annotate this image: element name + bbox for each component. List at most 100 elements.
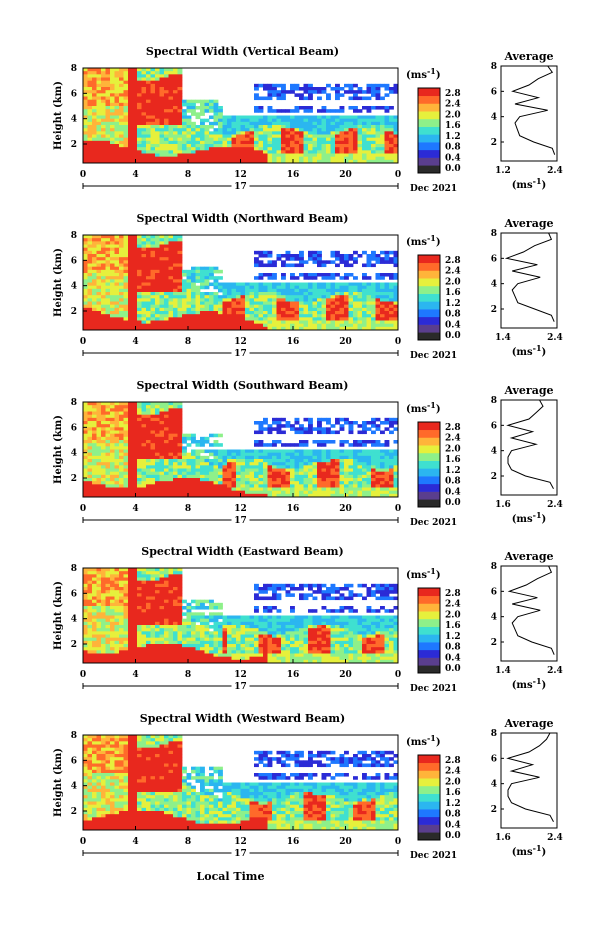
heatmap-cell	[110, 320, 115, 325]
heatmap-cell	[105, 279, 111, 283]
heatmap-cell	[393, 474, 399, 479]
heatmap-cell	[263, 490, 268, 495]
heatmap-cell	[128, 90, 133, 94]
heatmap-cell	[87, 443, 93, 447]
heatmap-cell	[335, 493, 340, 498]
heatmap-cell	[150, 74, 156, 78]
heatmap-cell	[357, 159, 363, 164]
heatmap-cell	[209, 443, 214, 447]
month-label: Dec 2021	[410, 518, 457, 528]
heatmap-cell	[83, 621, 88, 626]
heatmap-cell	[96, 263, 102, 268]
heatmap-cell	[191, 459, 196, 463]
heatmap-cell	[348, 424, 354, 428]
heatmap-cell	[357, 459, 363, 463]
heatmap-cell	[101, 279, 106, 283]
heatmap-cell	[276, 153, 282, 158]
heatmap-cell	[87, 440, 93, 444]
heatmap-cell	[186, 125, 192, 129]
heatmap-cell	[366, 153, 372, 158]
heatmap-cell	[191, 326, 196, 331]
heatmap-cell	[155, 106, 160, 110]
heatmap-cell	[186, 269, 192, 274]
heatmap-cell	[137, 71, 142, 75]
heatmap-cell	[195, 125, 201, 129]
heatmap-cell	[114, 478, 120, 482]
heatmap-cell	[218, 468, 223, 473]
heatmap-cell	[164, 68, 169, 72]
heatmap-cell	[92, 241, 97, 245]
heatmap-cell	[339, 156, 345, 161]
heatmap-cell	[110, 257, 115, 261]
heatmap-cell	[96, 659, 102, 664]
heatmap-cell	[141, 433, 147, 438]
heatmap-cell	[87, 424, 93, 428]
heatmap-cell	[348, 487, 354, 492]
heatmap-cell	[344, 417, 349, 422]
average-y-tick-label: 2	[491, 305, 497, 315]
heatmap-cell	[294, 449, 300, 454]
heatmap-cell	[384, 317, 390, 321]
heatmap-cell	[294, 430, 300, 435]
heatmap-cell	[294, 462, 300, 466]
heatmap-cell	[371, 147, 376, 151]
heatmap-cell	[92, 128, 97, 132]
heatmap-cell	[146, 112, 151, 116]
heatmap-cell	[119, 266, 124, 271]
heatmap-cell	[105, 83, 111, 88]
heatmap-cell	[114, 235, 120, 239]
heatmap-cell	[380, 131, 385, 135]
heatmap-cell	[146, 254, 151, 258]
heatmap-cell	[150, 317, 156, 321]
heatmap-cell	[344, 263, 349, 268]
heatmap-cell	[146, 436, 151, 441]
heatmap-cell	[123, 137, 129, 142]
heatmap-cell	[182, 285, 187, 290]
heatmap-cell	[236, 471, 241, 476]
heatmap-cell	[128, 402, 133, 406]
heatmap-cell	[344, 134, 349, 139]
heatmap-cell	[222, 153, 228, 158]
heatmap-cell	[83, 606, 88, 610]
heatmap-cell	[227, 314, 232, 318]
heatmap-cell	[168, 131, 174, 135]
heatmap-cell	[371, 430, 376, 435]
heatmap-cell	[200, 150, 205, 154]
heatmap-cell	[83, 599, 88, 604]
heatmap-cell	[371, 493, 376, 498]
heatmap-cell	[267, 118, 273, 123]
heatmap-cell	[263, 468, 268, 473]
heatmap-cell	[92, 640, 97, 645]
heatmap-cell	[114, 140, 120, 145]
heatmap-cell	[258, 449, 264, 454]
heatmap-cell	[159, 484, 165, 488]
heatmap-cell	[209, 311, 214, 315]
heatmap-cell	[150, 298, 156, 302]
heatmap-cell	[164, 269, 169, 274]
heatmap-cell	[177, 80, 183, 85]
heatmap-cell	[177, 131, 183, 135]
heatmap-cell	[326, 490, 331, 495]
heatmap-cell	[281, 254, 286, 258]
heatmap-cell	[222, 159, 228, 164]
heatmap-cell	[366, 115, 372, 120]
heatmap-cell	[357, 292, 363, 296]
heatmap-cell	[204, 484, 210, 488]
heatmap-cell	[92, 487, 97, 492]
heatmap-cell	[132, 301, 138, 306]
colorbar-swatch	[418, 165, 440, 174]
heatmap-cell	[348, 484, 354, 488]
heatmap-cell	[303, 307, 309, 312]
heatmap-cell	[285, 320, 291, 325]
heatmap-cell	[177, 247, 183, 252]
heatmap-cell	[155, 128, 160, 132]
heatmap-cell	[290, 134, 295, 139]
heatmap-cell	[141, 298, 147, 302]
heatmap-cell	[128, 106, 133, 110]
heatmap-cell	[87, 621, 93, 626]
heatmap-cell	[101, 436, 106, 441]
heatmap-cell	[128, 446, 133, 450]
heatmap-cell	[132, 269, 138, 274]
heatmap-cell	[303, 478, 309, 482]
heatmap-cell	[344, 137, 349, 142]
